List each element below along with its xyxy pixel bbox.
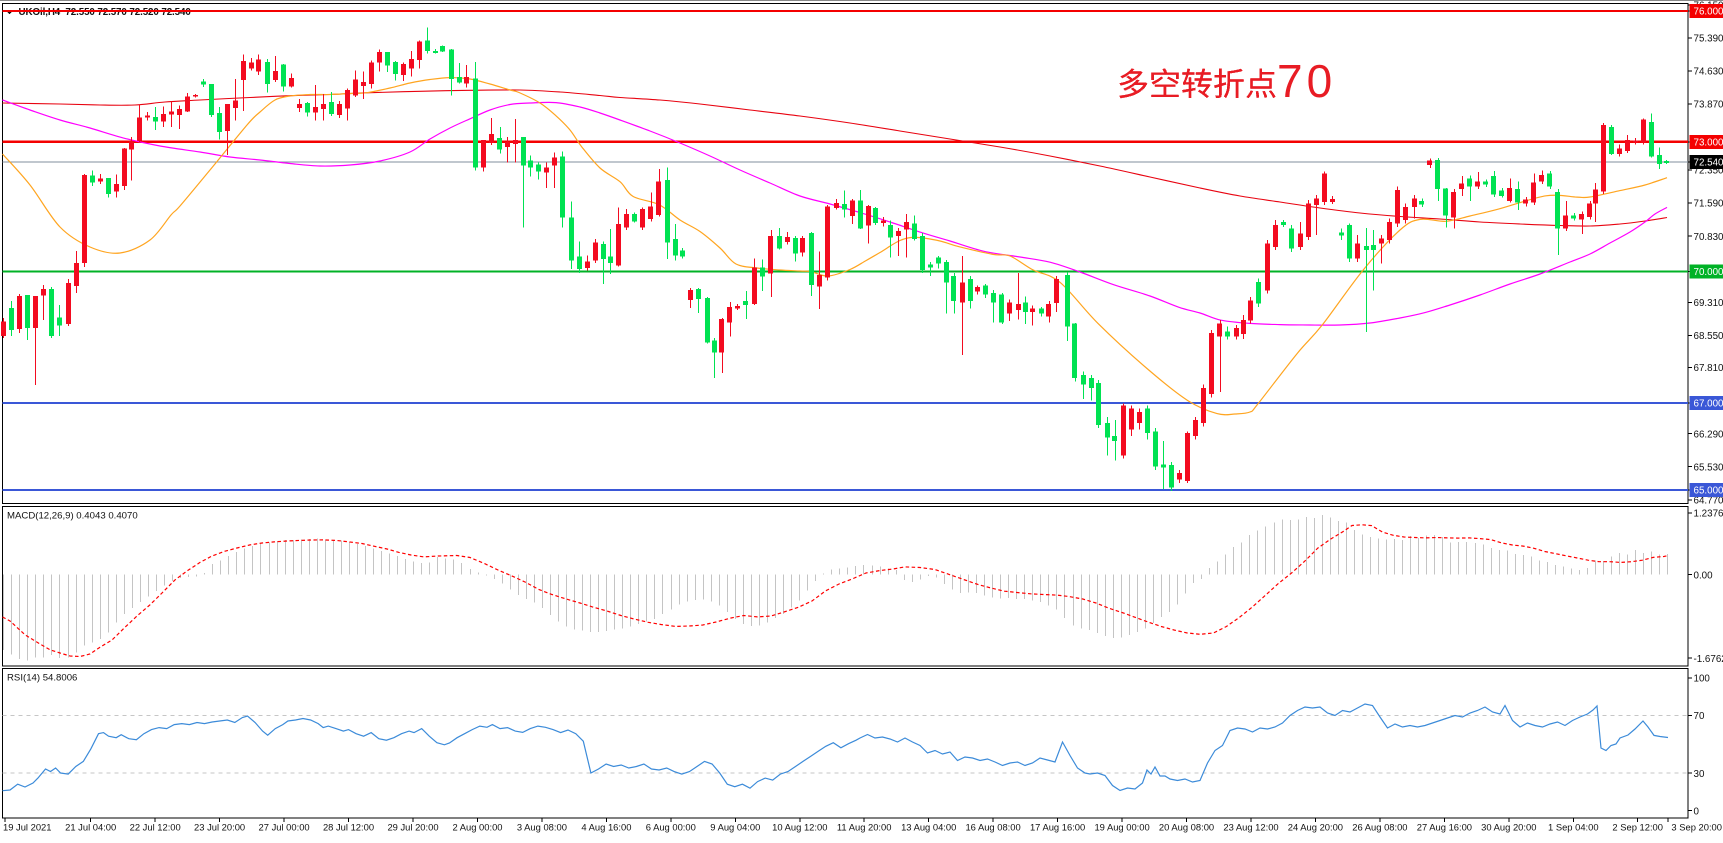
svg-text:MACD(12,26,9) 0.4043 0.4070: MACD(12,26,9) 0.4043 0.4070 bbox=[7, 511, 138, 522]
svg-text:27 Aug 16:00: 27 Aug 16:00 bbox=[1417, 822, 1472, 833]
svg-text:9 Aug 04:00: 9 Aug 04:00 bbox=[710, 822, 760, 833]
svg-text:RSI(14) 54.8006: RSI(14) 54.8006 bbox=[7, 673, 77, 684]
svg-text:17 Aug 16:00: 17 Aug 16:00 bbox=[1030, 822, 1085, 833]
svg-text:24 Aug 20:00: 24 Aug 20:00 bbox=[1288, 822, 1343, 833]
svg-text:1 Sep 04:00: 1 Sep 04:00 bbox=[1548, 822, 1599, 833]
svg-text:70: 70 bbox=[1694, 711, 1705, 722]
svg-text:26 Aug 08:00: 26 Aug 08:00 bbox=[1352, 822, 1407, 833]
svg-text:11 Aug 20:00: 11 Aug 20:00 bbox=[837, 822, 892, 833]
svg-text:6 Aug 00:00: 6 Aug 00:00 bbox=[646, 822, 696, 833]
svg-text:UKOil,H4 72.550 72.570 72.520: UKOil,H4 72.550 72.570 72.520 72.540 bbox=[19, 7, 192, 18]
svg-text:73.870: 73.870 bbox=[1694, 100, 1723, 111]
svg-text:-1.6762: -1.6762 bbox=[1694, 654, 1723, 665]
svg-text:3 Sep 20:00: 3 Sep 20:00 bbox=[1671, 822, 1722, 833]
svg-text:16 Aug 08:00: 16 Aug 08:00 bbox=[965, 822, 1020, 833]
svg-text:20 Aug 08:00: 20 Aug 08:00 bbox=[1159, 822, 1214, 833]
svg-text:23 Jul 20:00: 23 Jul 20:00 bbox=[194, 822, 245, 833]
svg-text:65.000: 65.000 bbox=[1694, 486, 1723, 497]
svg-text:23 Aug 12:00: 23 Aug 12:00 bbox=[1223, 822, 1278, 833]
svg-text:66.290: 66.290 bbox=[1694, 429, 1723, 440]
svg-text:72.540: 72.540 bbox=[1694, 158, 1723, 169]
svg-text:0: 0 bbox=[1694, 806, 1700, 817]
svg-text:75.390: 75.390 bbox=[1694, 33, 1723, 44]
svg-text:4 Aug 16:00: 4 Aug 16:00 bbox=[581, 822, 631, 833]
svg-text:2 Aug 00:00: 2 Aug 00:00 bbox=[452, 822, 502, 833]
svg-text:65.530: 65.530 bbox=[1694, 462, 1723, 473]
svg-text:29 Jul 20:00: 29 Jul 20:00 bbox=[387, 822, 438, 833]
svg-text:2 Sep 12:00: 2 Sep 12:00 bbox=[1612, 822, 1663, 833]
svg-text:19 Jul 2021: 19 Jul 2021 bbox=[3, 822, 51, 833]
svg-text:27 Jul 00:00: 27 Jul 00:00 bbox=[259, 822, 310, 833]
svg-text:67.000: 67.000 bbox=[1694, 399, 1723, 410]
svg-text:64.770: 64.770 bbox=[1694, 495, 1723, 506]
svg-text:76.000: 76.000 bbox=[1694, 7, 1723, 18]
svg-text:1.2376: 1.2376 bbox=[1694, 509, 1723, 520]
svg-text:73.000: 73.000 bbox=[1694, 137, 1723, 148]
svg-text:68.550: 68.550 bbox=[1694, 331, 1723, 342]
svg-text:21 Jul 04:00: 21 Jul 04:00 bbox=[65, 822, 116, 833]
svg-text:30: 30 bbox=[1694, 769, 1705, 780]
svg-text:3 Aug 08:00: 3 Aug 08:00 bbox=[517, 822, 567, 833]
svg-text:70.830: 70.830 bbox=[1694, 232, 1723, 243]
svg-text:30 Aug 20:00: 30 Aug 20:00 bbox=[1481, 822, 1536, 833]
svg-text:13 Aug 04:00: 13 Aug 04:00 bbox=[901, 822, 956, 833]
svg-text:22 Jul 12:00: 22 Jul 12:00 bbox=[130, 822, 181, 833]
svg-text:100: 100 bbox=[1694, 674, 1711, 685]
svg-text:74.630: 74.630 bbox=[1694, 67, 1723, 78]
svg-text:69.310: 69.310 bbox=[1694, 298, 1723, 309]
svg-text:70: 70 bbox=[1277, 55, 1336, 107]
svg-text:67.810: 67.810 bbox=[1694, 363, 1723, 374]
svg-text:70.000: 70.000 bbox=[1694, 267, 1723, 278]
svg-text:28 Jul 12:00: 28 Jul 12:00 bbox=[323, 822, 374, 833]
svg-text:10 Aug 12:00: 10 Aug 12:00 bbox=[772, 822, 827, 833]
svg-text:71.590: 71.590 bbox=[1694, 199, 1723, 210]
svg-text:19 Aug 00:00: 19 Aug 00:00 bbox=[1094, 822, 1149, 833]
svg-text:0.00: 0.00 bbox=[1694, 570, 1714, 581]
